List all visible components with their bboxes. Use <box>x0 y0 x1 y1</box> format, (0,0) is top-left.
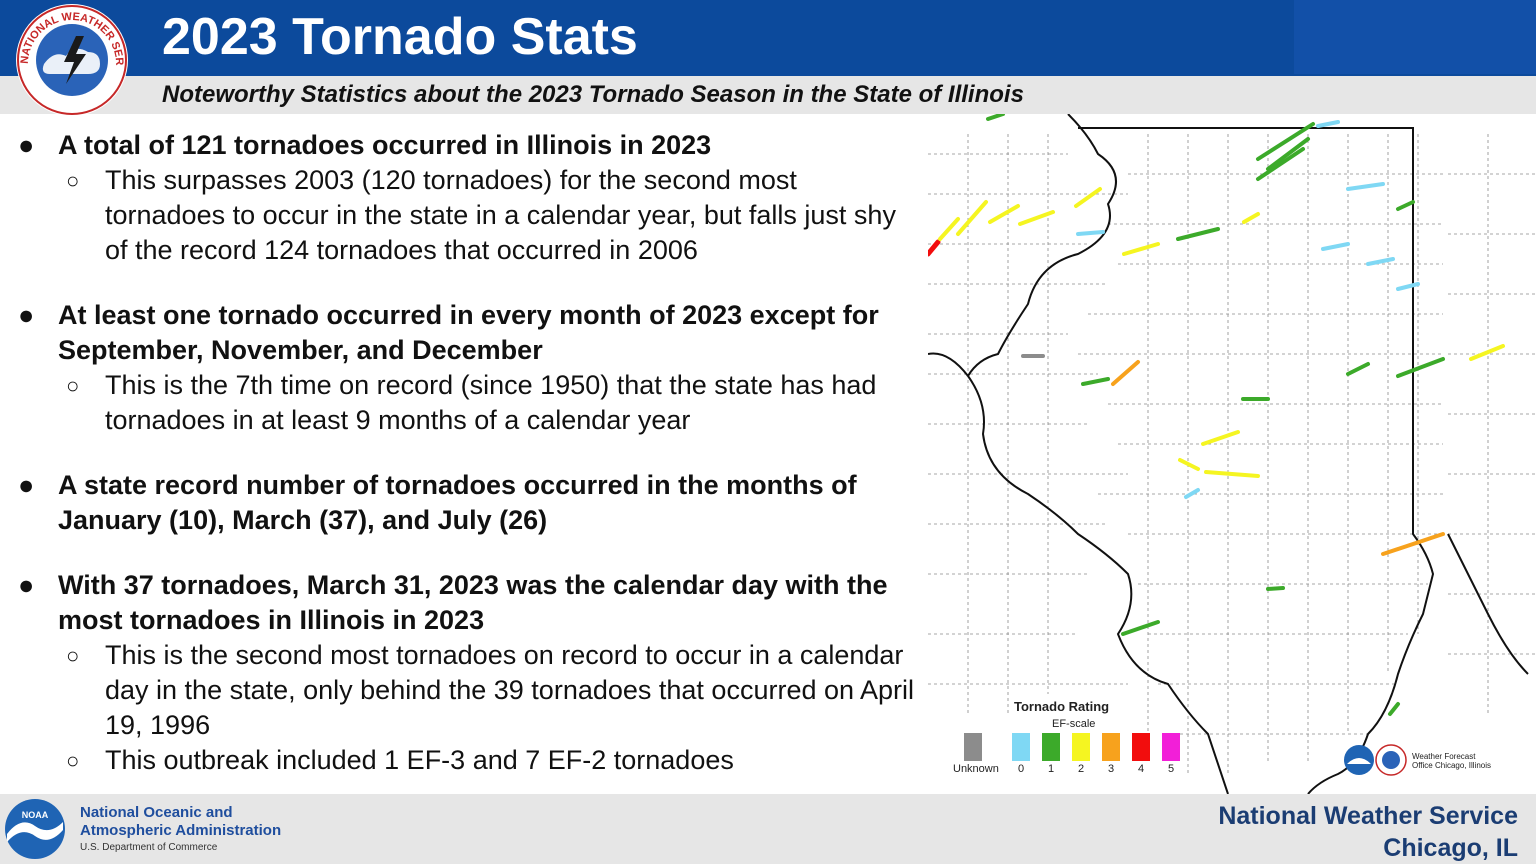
legend-label-unknown: Unknown <box>953 763 999 775</box>
legend-label-ef1: 1 <box>1047 763 1055 775</box>
legend-label-ef2: 2 <box>1077 763 1085 775</box>
mississippi-river-border <box>966 114 1229 794</box>
noaa-name-line1: National Oceanic and <box>80 804 233 821</box>
sub-bullet-dot: ○ <box>66 748 80 773</box>
nws-office: National Weather Service Chicago, IL <box>1218 800 1518 864</box>
sub-bullet-text: This is the 7th time on record (since 19… <box>105 370 877 435</box>
sub-bullet-text: This surpasses 2003 (120 tornadoes) for … <box>105 165 896 265</box>
bullet-dot: ● <box>18 300 35 330</box>
legend-swatch-ef2 <box>1072 733 1090 761</box>
legend-swatch-ef1 <box>1042 733 1060 761</box>
sub-bullet-dot: ○ <box>66 168 80 193</box>
sub-bullet-text: This outbreak included 1 EF-3 and 7 EF-2… <box>105 745 734 775</box>
legend-label-ef3: 3 <box>1107 763 1115 775</box>
legend-swatch-ef0 <box>1012 733 1030 761</box>
noaa-logo: NOAA <box>5 799 65 859</box>
sub-bullet-item: ○ This outbreak included 1 EF-3 and 7 EF… <box>18 743 918 778</box>
nws-logo: NATIONAL WEATHER SERVICE <box>14 2 128 116</box>
legend-swatch-ef5 <box>1162 733 1180 761</box>
noaa-name: National Oceanic and Atmospheric Adminis… <box>80 804 281 840</box>
sub-bullet-dot: ○ <box>66 373 80 398</box>
svg-text:NOAA: NOAA <box>22 810 49 820</box>
legend-swatch-ef3 <box>1102 733 1120 761</box>
bullet-text: At least one tornado occurred in every m… <box>58 300 879 365</box>
bullet-item: ● A total of 121 tornadoes occurred in I… <box>18 128 918 163</box>
legend-swatch-ef4 <box>1132 733 1150 761</box>
footer-bar <box>0 794 1536 864</box>
stats-list: ● A total of 121 tornadoes occurred in I… <box>18 128 918 778</box>
bullet-item: ● A state record number of tornadoes occ… <box>18 468 918 538</box>
bullet-item: ● At least one tornado occurred in every… <box>18 298 918 368</box>
legend-label-ef4: 4 <box>1137 763 1145 775</box>
nws-office-line1: National Weather Service <box>1218 802 1518 830</box>
legend-title: Tornado Rating <box>1014 699 1110 714</box>
legend-swatch-unknown <box>964 733 982 761</box>
legend-subtitle: EF-scale <box>1052 718 1096 730</box>
page-subtitle: Noteworthy Statistics about the 2023 Tor… <box>162 81 1024 108</box>
bullet-text: A total of 121 tornadoes occurred in Ill… <box>58 130 712 160</box>
legend-label-ef0: 0 <box>1017 763 1025 775</box>
sub-bullet-item: ○ This surpasses 2003 (120 tornadoes) fo… <box>18 163 918 268</box>
tornado-tracks <box>928 114 1505 716</box>
header-accent <box>1294 0 1536 74</box>
bullet-text: A state record number of tornadoes occur… <box>58 470 857 535</box>
wfo-label: Weather Forecast Office Chicago, Illinoi… <box>1412 752 1491 770</box>
bullet-text: With 37 tornadoes, March 31, 2023 was th… <box>58 570 888 635</box>
legend-label-ef5: 5 <box>1167 763 1175 775</box>
page-title: 2023 Tornado Stats <box>162 8 638 66</box>
noaa-name-line2: Atmospheric Administration <box>80 822 282 839</box>
noaa-department: U.S. Department of Commerce <box>80 842 218 853</box>
bullet-item: ● With 37 tornadoes, March 31, 2023 was … <box>18 568 918 638</box>
state-border <box>1078 127 1435 794</box>
illinois-tornado-map <box>928 114 1536 794</box>
county-lines <box>928 134 1536 774</box>
sub-bullet-text: This is the second most tornadoes on rec… <box>105 640 915 740</box>
sub-bullet-item: ○ This is the 7th time on record (since … <box>18 368 918 438</box>
bullet-dot: ● <box>18 570 35 600</box>
noaa-nws-mini-logos <box>1344 744 1407 776</box>
bullet-dot: ● <box>18 130 35 160</box>
sub-bullet-dot: ○ <box>66 643 80 668</box>
header-bar <box>0 0 1536 76</box>
sub-bullet-item: ○ This is the second most tornadoes on r… <box>18 638 918 743</box>
nws-office-line2: Chicago, IL <box>1383 834 1518 862</box>
bullet-dot: ● <box>18 470 35 500</box>
subtitle-bar <box>0 76 1536 114</box>
